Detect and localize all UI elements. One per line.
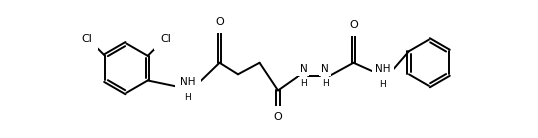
Text: Cl: Cl [82,34,93,44]
Text: H: H [185,93,192,102]
Text: H: H [322,79,328,88]
Text: O: O [215,17,224,27]
Text: NH: NH [180,77,196,87]
Text: NH
H: NH H [180,79,196,100]
Text: Cl: Cl [160,34,171,44]
Text: N: N [300,64,307,74]
Text: H: H [300,79,307,88]
Text: N: N [321,64,329,74]
Text: H: H [379,80,386,89]
Text: O: O [274,112,282,122]
Text: O: O [349,20,358,30]
Text: NH: NH [375,64,391,74]
